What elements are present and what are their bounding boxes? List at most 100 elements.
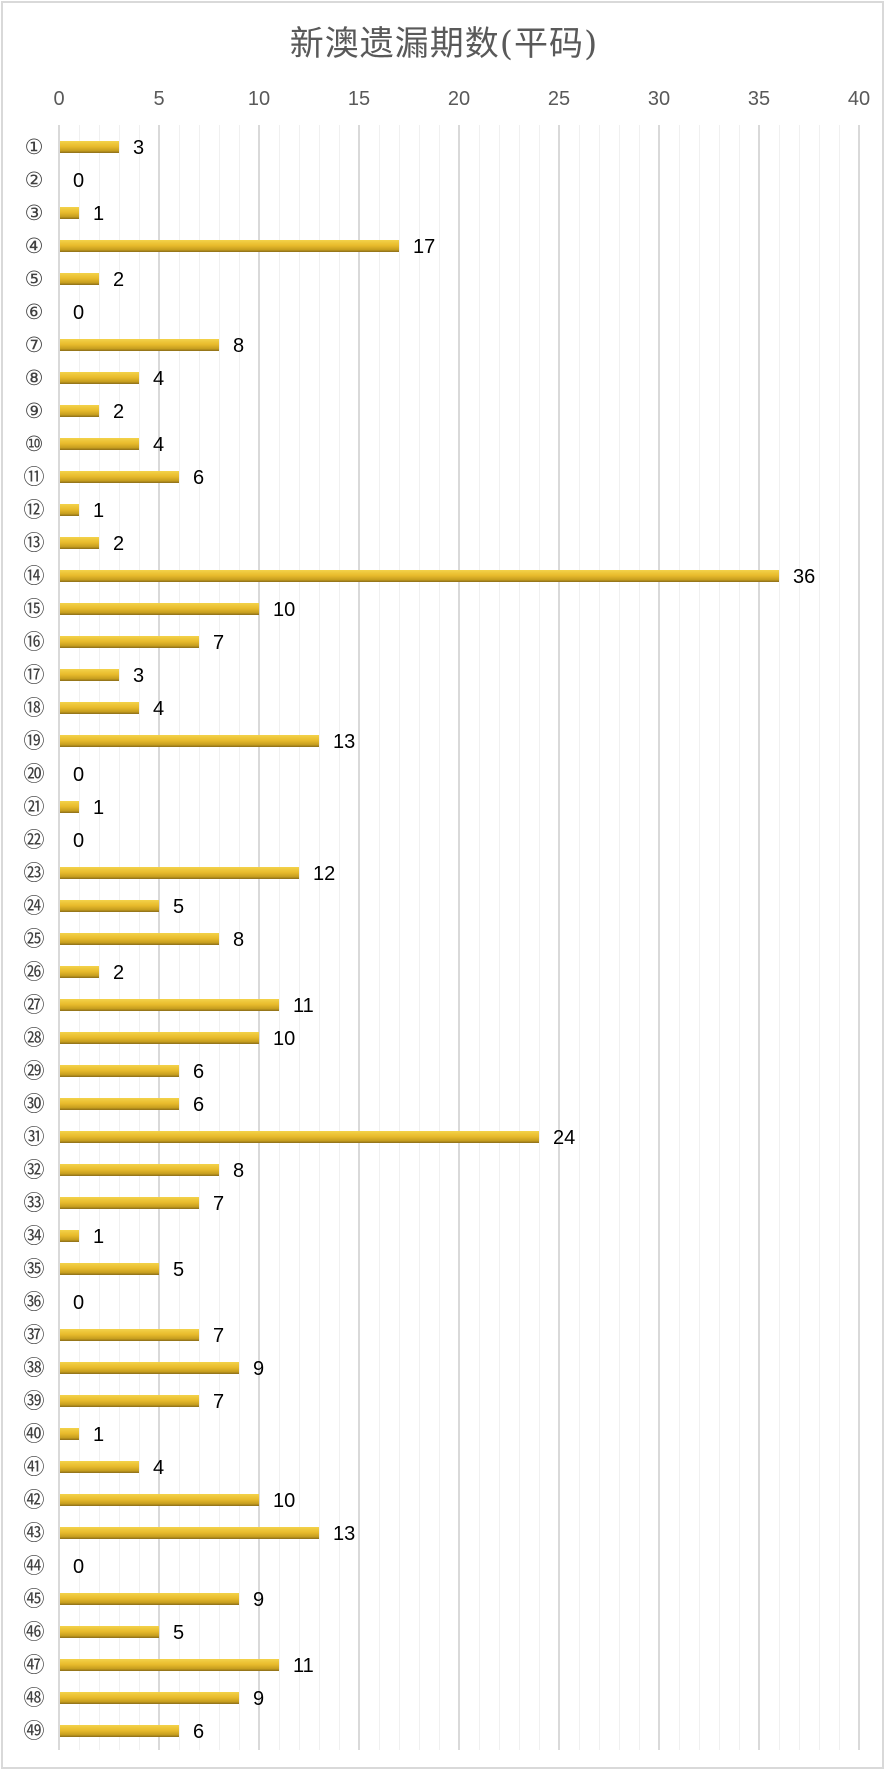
category-label: ㉟ — [23, 1257, 45, 1281]
category-label: ㉒ — [23, 828, 45, 852]
minor-gridline — [519, 125, 520, 1750]
category-label: ㊻ — [23, 1620, 45, 1644]
category-label: ④ — [24, 234, 44, 258]
data-label: 8 — [233, 335, 245, 357]
category-label: ㊵ — [23, 1422, 45, 1446]
data-label: 1 — [93, 797, 105, 819]
bar — [60, 1626, 159, 1638]
bar — [60, 1395, 199, 1407]
category-label: ⑬ — [23, 531, 45, 555]
category-label: ㉝ — [23, 1191, 45, 1215]
minor-gridline — [219, 125, 220, 1750]
bar — [60, 999, 279, 1011]
data-label: 9 — [253, 1358, 265, 1380]
minor-gridline — [579, 125, 580, 1750]
category-label: ⑰ — [23, 663, 45, 687]
data-label: 17 — [413, 236, 436, 258]
bar — [60, 636, 199, 648]
bar — [60, 1329, 199, 1341]
data-label: 6 — [193, 1721, 205, 1743]
minor-gridline — [679, 125, 680, 1750]
category-label: ㊼ — [23, 1653, 45, 1677]
data-label: 3 — [133, 137, 145, 159]
data-label: 1 — [93, 1424, 105, 1446]
bar — [60, 1164, 219, 1176]
category-label: ⑱ — [23, 696, 45, 720]
data-label: 1 — [93, 500, 105, 522]
bar — [60, 1230, 79, 1242]
data-label: 8 — [233, 929, 245, 951]
x-tick-label: 25 — [547, 88, 571, 110]
data-label: 8 — [233, 1160, 245, 1182]
category-label: ㊾ — [23, 1719, 45, 1743]
category-label: ㉗ — [23, 993, 45, 1017]
bar — [60, 1725, 179, 1737]
data-label: 9 — [253, 1688, 265, 1710]
bar — [60, 1593, 239, 1605]
minor-gridline — [499, 125, 500, 1750]
category-label: ㉖ — [23, 960, 45, 984]
data-label: 2 — [113, 533, 125, 555]
minor-gridline — [439, 125, 440, 1750]
major-gridline — [858, 125, 860, 1750]
category-label: ⑨ — [24, 399, 44, 423]
category-label: ⑪ — [23, 465, 45, 489]
bar — [60, 1428, 79, 1440]
category-label: ② — [24, 168, 44, 192]
data-label: 0 — [73, 170, 85, 192]
bar — [60, 240, 399, 252]
major-gridline — [258, 125, 260, 1750]
minor-gridline — [279, 125, 280, 1750]
minor-gridline — [419, 125, 420, 1750]
bar — [60, 1065, 179, 1077]
category-label: ⑯ — [23, 630, 45, 654]
category-label: ⑥ — [24, 300, 44, 324]
minor-gridline — [539, 125, 540, 1750]
data-label: 7 — [213, 1193, 225, 1215]
category-label: ㉜ — [23, 1158, 45, 1182]
category-label: ㉞ — [23, 1224, 45, 1248]
major-gridline — [558, 125, 560, 1750]
major-gridline — [658, 125, 660, 1750]
minor-gridline — [719, 125, 720, 1750]
bar — [60, 867, 299, 879]
data-label: 6 — [193, 1061, 205, 1083]
minor-gridline — [319, 125, 320, 1750]
minor-gridline — [799, 125, 800, 1750]
major-gridline — [758, 125, 760, 1750]
bar — [60, 1098, 179, 1110]
data-label: 13 — [333, 731, 356, 753]
data-label: 5 — [173, 896, 185, 918]
x-tick-label: 10 — [247, 88, 271, 110]
data-label: 7 — [213, 1391, 225, 1413]
data-label: 4 — [153, 434, 165, 456]
category-label: ⑫ — [23, 498, 45, 522]
data-label: 6 — [193, 467, 205, 489]
data-label: 4 — [153, 368, 165, 390]
x-tick-label: 30 — [647, 88, 671, 110]
data-label: 2 — [113, 401, 125, 423]
category-label: ㊺ — [23, 1587, 45, 1611]
bar — [60, 735, 319, 747]
category-label: ⑤ — [24, 267, 44, 291]
major-gridline — [358, 125, 360, 1750]
bar — [60, 372, 139, 384]
bar — [60, 207, 79, 219]
category-label: ㉚ — [23, 1092, 45, 1116]
data-label: 0 — [73, 1556, 85, 1578]
category-label: ㊶ — [23, 1455, 45, 1479]
bar — [60, 801, 79, 813]
category-label: ③ — [24, 201, 44, 225]
minor-gridline — [239, 125, 240, 1750]
bar — [60, 702, 139, 714]
bar — [60, 339, 219, 351]
data-label: 7 — [213, 632, 225, 654]
bar — [60, 603, 259, 615]
minor-gridline — [739, 125, 740, 1750]
data-label: 0 — [73, 830, 85, 852]
category-label: ㊴ — [23, 1389, 45, 1413]
data-label: 11 — [293, 1655, 314, 1677]
bar — [60, 900, 159, 912]
data-label: 2 — [113, 962, 125, 984]
